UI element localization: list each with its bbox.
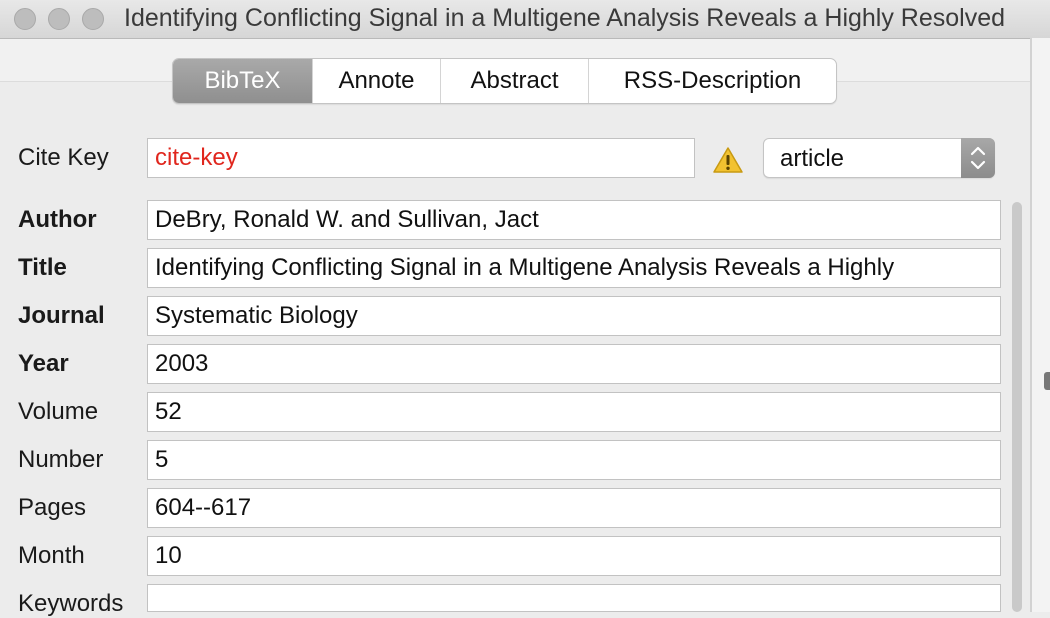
up-down-chevron-icon [961,138,995,178]
pane-resize-handle[interactable] [1044,372,1050,390]
title-field[interactable]: Identifying Conflicting Signal in a Mult… [147,248,1001,288]
cite-key-label: Cite Key [18,144,109,171]
volume-field[interactable]: 52 [147,392,1001,432]
month-field[interactable]: 10 [147,536,1001,576]
tab-bibtex[interactable]: BibTeX [173,59,313,103]
window-title: Identifying Conflicting Signal in a Mult… [124,4,1006,32]
tab-rss-description[interactable]: RSS-Description [623,67,802,94]
adjacent-pane [1032,38,1050,612]
vertical-scrollbar[interactable] [1012,202,1022,612]
number-field[interactable]: 5 [147,440,1001,480]
month-label: Month [18,542,85,569]
author-field[interactable]: DeBry, Ronald W. and Sullivan, Jact [147,200,1001,240]
journal-field[interactable]: Systematic Biology [147,296,1001,336]
minimize-window-button[interactable] [48,8,70,30]
year-field[interactable]: 2003 [147,344,1001,384]
close-window-button[interactable] [14,8,36,30]
journal-label: Journal [18,302,105,329]
window-titlebar: Identifying Conflicting Signal in a Mult… [0,0,1050,39]
pages-label: Pages [18,494,87,521]
number-label: Number [18,446,104,473]
volume-label: Volume [18,398,99,425]
entry-type-popup[interactable]: article [763,138,995,178]
warning-triangle-icon[interactable] [712,146,744,179]
author-label: Author [18,206,97,233]
tab-segmented-control: BibTeX Annote Abstract RSS-Description [172,58,837,104]
title-label: Title [18,254,67,281]
zoom-window-button[interactable] [82,8,104,30]
tab-abstract[interactable]: Abstract [441,59,589,103]
tab-annote[interactable]: Annote [313,59,441,103]
window-divider [1030,38,1032,612]
pages-field[interactable]: 604--617 [147,488,1001,528]
keywords-label: Keywords [18,590,124,617]
year-label: Year [18,350,69,377]
keywords-field[interactable] [147,584,1001,612]
entry-type-value: article [780,145,845,172]
cite-key-field[interactable]: cite-key [147,138,695,178]
